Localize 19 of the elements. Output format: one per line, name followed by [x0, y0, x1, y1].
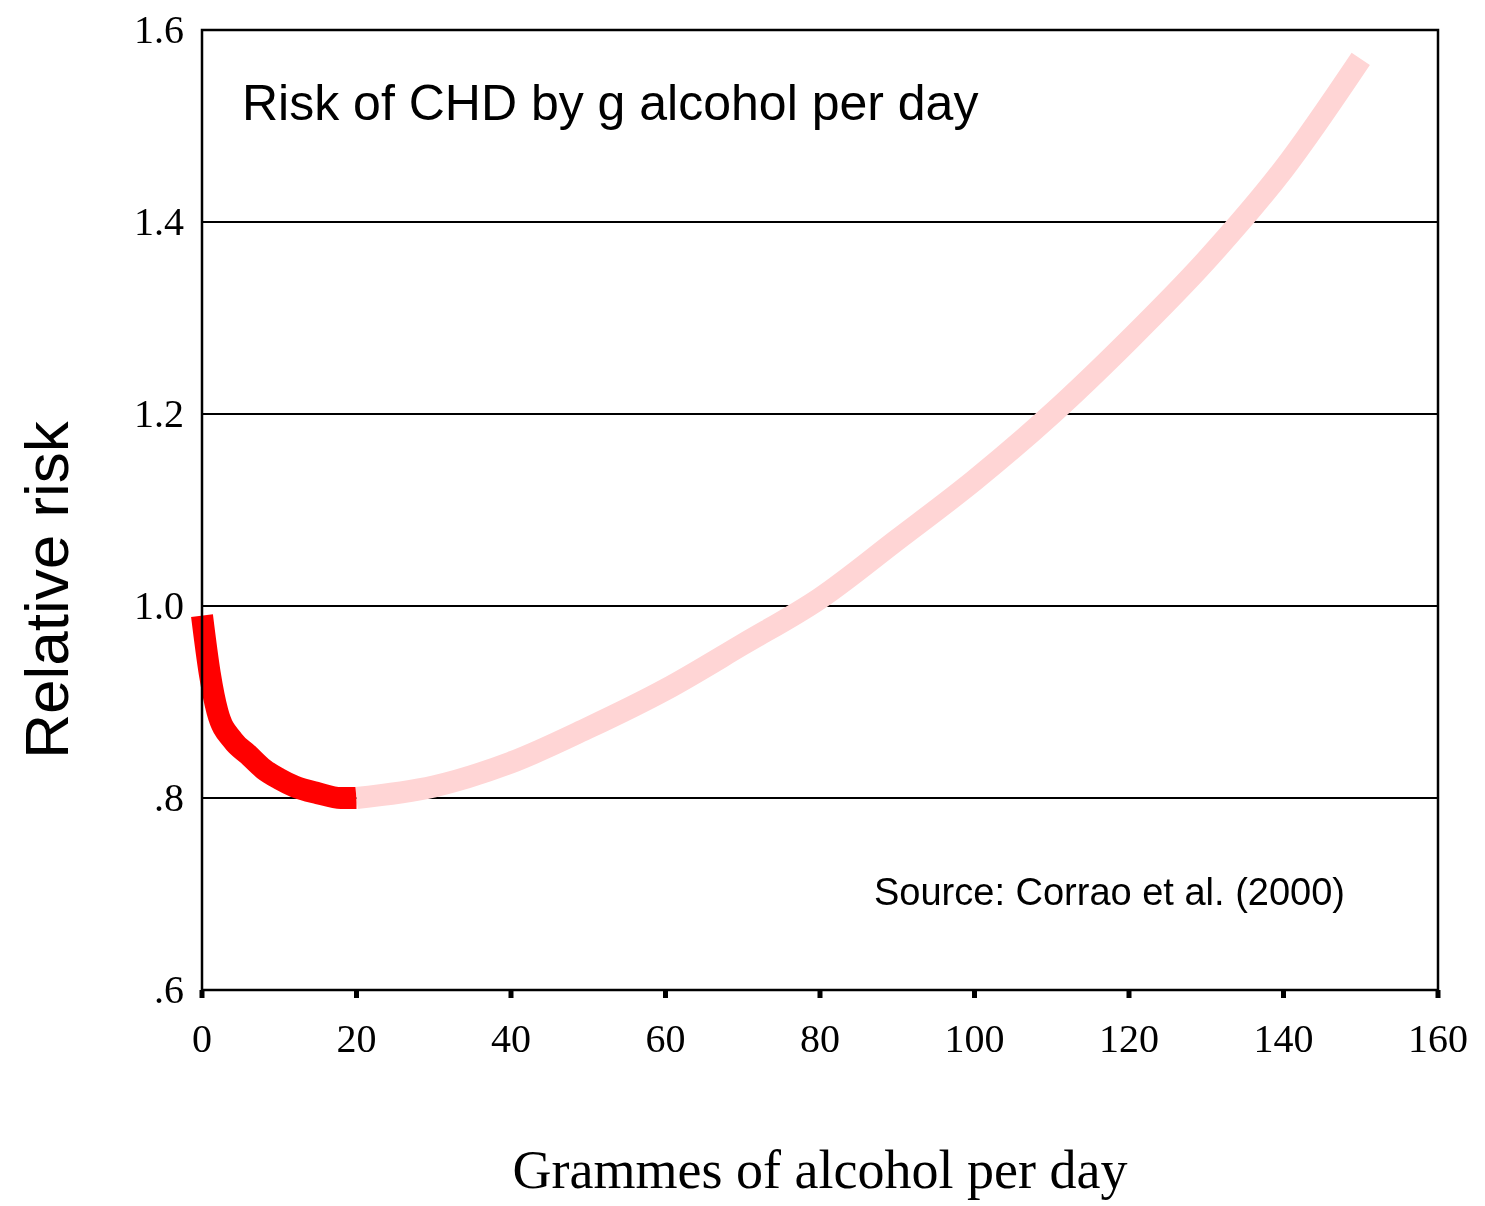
- x-axis-title: Grammes of alcohol per day: [512, 1140, 1128, 1200]
- y-tick-label: 1.0: [134, 583, 184, 628]
- y-tick-label: .6: [154, 967, 184, 1012]
- x-tick-label: 60: [645, 1016, 686, 1061]
- y-tick-label: 1.2: [134, 391, 184, 436]
- x-tick-label: 40: [491, 1016, 531, 1061]
- x-tick-label: 0: [192, 1016, 212, 1061]
- y-axis-title: Relative risk: [12, 420, 81, 759]
- y-tick-label: .8: [154, 775, 184, 820]
- x-tick-label: 20: [336, 1016, 377, 1061]
- x-tick-label: 140: [1253, 1016, 1314, 1061]
- y-tick-label: 1.4: [134, 199, 184, 244]
- y-tick-label: 1.6: [134, 7, 184, 52]
- annotation: Source: Corrao et al. (2000): [873, 871, 1345, 913]
- x-tick-label: 80: [800, 1016, 840, 1061]
- x-tick-label: 100: [944, 1016, 1005, 1061]
- x-tick-label: 160: [1408, 1016, 1468, 1061]
- text: Risk of CHD by g alcohol per day: [242, 75, 979, 131]
- x-tick-label: 120: [1099, 1016, 1159, 1061]
